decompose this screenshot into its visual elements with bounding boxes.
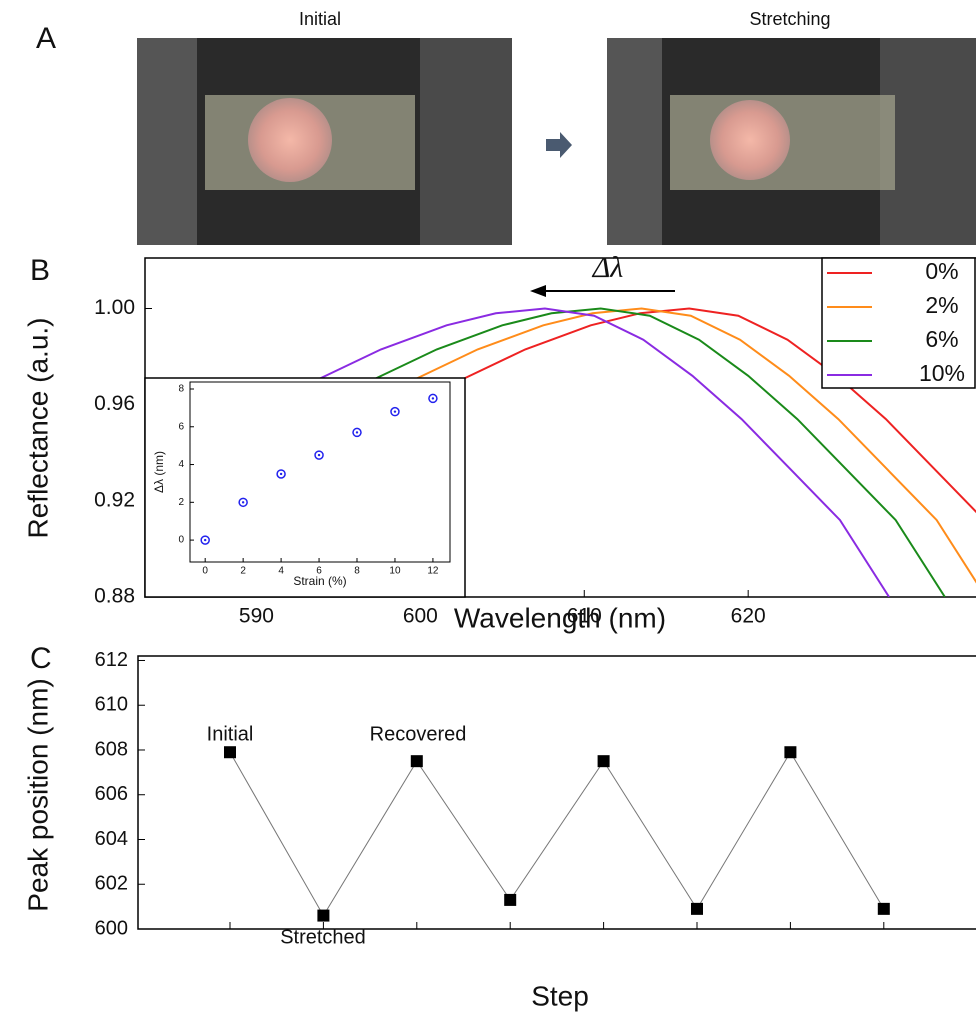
data-point-center [241,501,245,504]
panel-label: C [30,642,52,675]
data-point-center [355,431,359,434]
x-tick-label: 6 [316,566,322,577]
x-tick-label: 12 [427,566,439,577]
photo [137,38,512,245]
y-tick-label: 2 [178,497,184,508]
spectrum-line [411,307,976,584]
panel-label: B [30,254,50,287]
inset-frame [189,381,451,563]
axis-frame [137,655,976,930]
x-tick-label: 610 [567,605,602,628]
x-tick-label: 10 [389,566,401,577]
y-tick-label: 8 [178,384,184,395]
spectrum-line [459,307,976,514]
x-tick-label: 600 [403,605,438,628]
data-point [597,755,610,768]
arrow [546,132,572,158]
shift-arrowhead [530,285,546,297]
y-tick-label: 0.88 [94,585,135,608]
y-tick-label: 4 [178,459,184,470]
x-axis-label: Wavelength (nm) [454,602,666,633]
data-point-center [431,397,435,400]
y-tick-label: 0.92 [94,488,135,511]
data-point [276,469,286,479]
photo-caption: Stretching [749,9,830,29]
y-axis-label: Δλ (nm) [152,451,166,493]
y-tick-label: 0 [178,535,184,546]
data-point [390,406,400,417]
annotation: Recovered [370,723,467,745]
legend-label: 10% [919,360,965,386]
data-point-center [393,410,397,413]
y-tick-label: 608 [95,738,128,760]
x-tick-label: 0 [202,566,208,577]
spectrum-line [370,307,946,597]
x-tick-label: 4 [278,566,284,577]
legend-label: 2% [925,292,958,318]
x-axis-label: Strain (%) [293,574,346,588]
y-tick-label: 606 [95,783,128,805]
panel-label: A [36,22,56,55]
y-tick-label: 602 [95,873,128,895]
data-point [352,427,362,438]
x-tick-label: 620 [731,605,766,628]
annotation: Initial [207,723,254,745]
data-point [314,450,324,460]
y-tick-label: 610 [95,694,128,716]
annotation: Δλ [592,251,624,284]
x-tick-label: 590 [239,605,274,628]
data-point-center [317,453,321,457]
inset-background [144,377,466,598]
data-point-center [203,538,207,542]
spectrum-line [315,307,890,597]
y-tick-label: 0.96 [94,392,135,415]
data-point [224,746,236,759]
legend-box [821,257,976,389]
legend-label: 0% [925,258,958,284]
y-tick-label: 604 [95,828,128,850]
data-point [877,902,890,915]
connecting-line [229,751,885,917]
y-tick-label: 600 [95,917,128,939]
y-tick-label: 6 [178,421,184,432]
data-point [428,393,438,404]
y-tick-label: 1.00 [94,296,135,319]
x-axis-label: Step [531,980,589,1011]
data-point [238,497,248,508]
y-axis-label: Peak position (nm) [22,678,53,911]
legend-label: 6% [925,326,958,352]
photo [607,38,976,245]
data-point [200,535,210,545]
data-point [317,909,330,922]
annotation: Stretched [280,926,366,948]
x-tick-label: 2 [240,566,246,577]
data-point [504,893,517,906]
y-axis-label: Reflectance (a.u.) [22,318,53,539]
y-tick-label: 612 [95,649,128,671]
data-point [784,746,797,759]
data-point-center [279,472,283,476]
data-point [691,902,703,915]
data-point [410,755,423,768]
photo-caption: Initial [299,9,341,29]
x-tick-label: 8 [354,566,360,577]
